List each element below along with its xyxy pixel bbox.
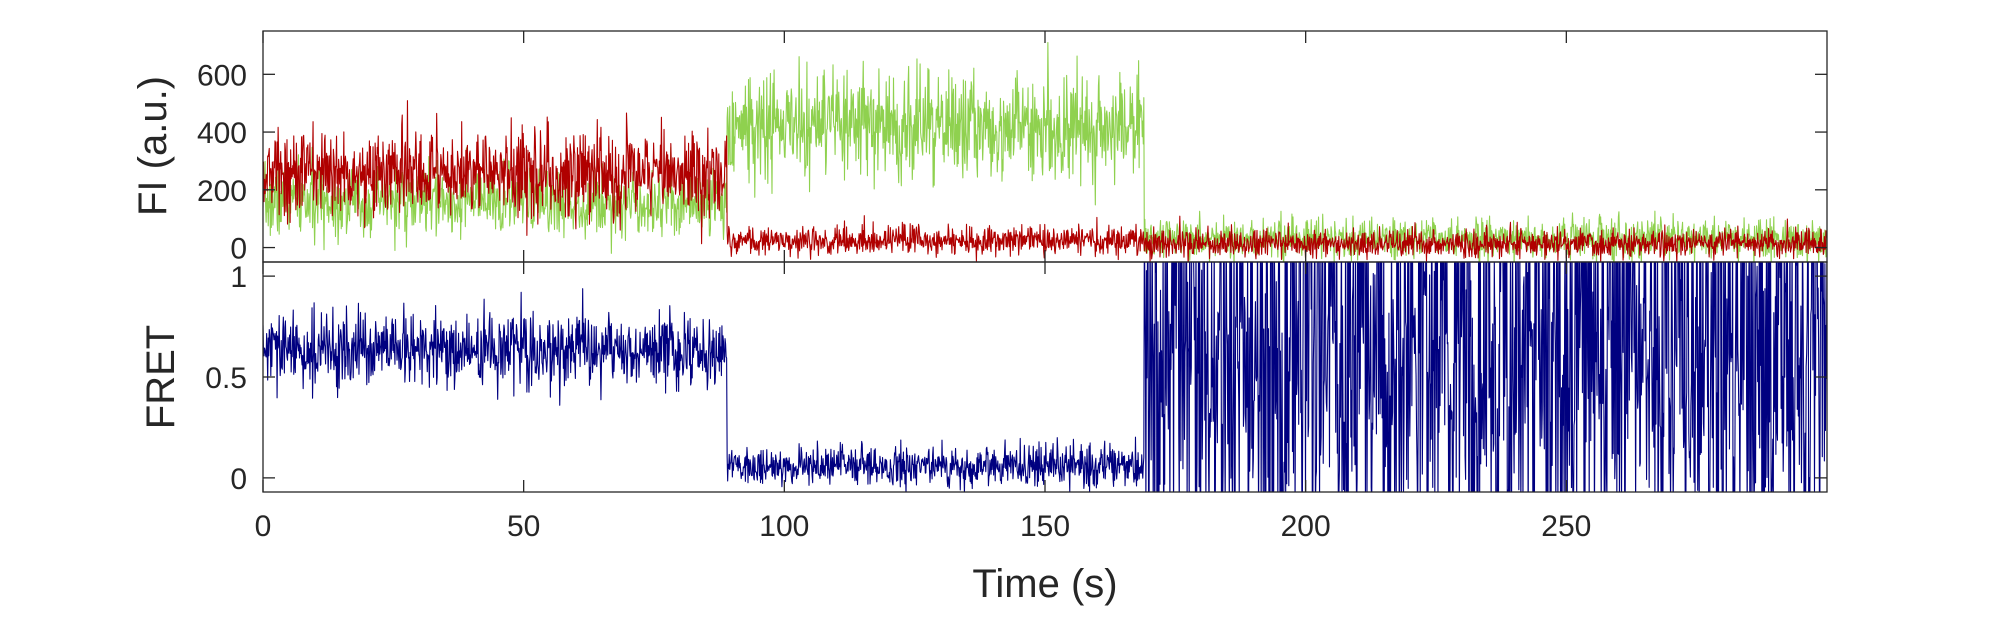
fret-y-axis-label: FRET — [139, 325, 183, 429]
fret-panel: 00.51 0 50 100 150 200 250 FRET Time (s) — [139, 261, 1828, 606]
fret-series — [263, 262, 1827, 492]
x-axis-label: Time (s) — [972, 562, 1117, 606]
intensity-y-tick-label: 400 — [197, 117, 247, 150]
intensity-ticks — [262, 31, 1827, 262]
x-tick-label: 0 — [255, 510, 272, 543]
fret-y-tick-label: 0 — [230, 463, 247, 496]
fret-ticks — [262, 262, 1827, 492]
fret-y-tick-label: 1 — [230, 261, 247, 294]
intensity-y-tick-label: 0 — [230, 233, 247, 266]
x-tick-label: 50 — [507, 510, 540, 543]
fret-y-tick-label: 0.5 — [205, 362, 247, 395]
fret-trace-1 — [263, 262, 1827, 492]
intensity-y-axis-label: FI (a.u.) — [131, 76, 175, 216]
fret-x-tick-labels: 0 50 100 150 200 250 — [255, 510, 1592, 543]
x-tick-label: 200 — [1281, 510, 1331, 543]
x-tick-label: 250 — [1541, 510, 1591, 543]
intensity-panel: 0 200 400 600 FI (a.u.) — [131, 30, 1828, 266]
fret-y-tick-labels: 00.51 — [205, 261, 247, 496]
intensity-y-tick-label: 200 — [197, 175, 247, 208]
x-tick-label: 150 — [1020, 510, 1070, 543]
x-tick-label: 100 — [759, 510, 809, 543]
intensity-series — [263, 42, 1827, 262]
intensity-y-tick-labels: 0 200 400 600 — [197, 59, 247, 265]
intensity-y-tick-label: 600 — [197, 59, 247, 92]
